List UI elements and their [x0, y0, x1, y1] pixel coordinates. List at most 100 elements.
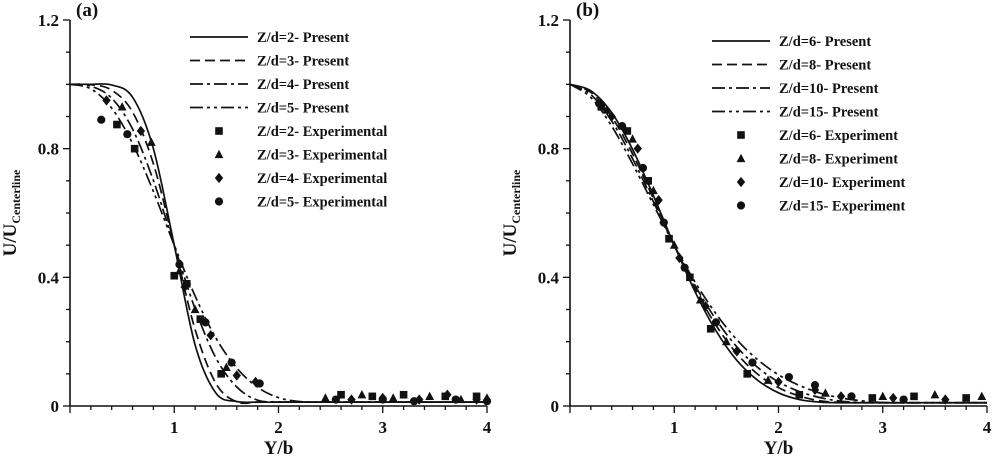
circle-marker-icon: [175, 260, 184, 269]
y-tick-label: 0: [51, 397, 60, 416]
circle-marker-icon: [595, 99, 604, 108]
legend-label: Z/d=2- Experimental: [257, 124, 387, 140]
diamond-marker-icon: [732, 346, 741, 357]
x-tick-label: 3: [879, 418, 888, 437]
square-marker-icon: [368, 392, 377, 401]
square-marker-icon: [962, 394, 970, 402]
y-axis-label: U/UCenterline: [0, 169, 23, 256]
triangle-marker-icon: [146, 137, 156, 146]
triangle-marker-icon: [628, 134, 637, 143]
x-tick-label: 3: [379, 418, 388, 437]
square-marker-icon: [182, 279, 191, 288]
circle-marker-icon: [378, 395, 387, 404]
square-marker-icon: [686, 273, 694, 282]
square-marker-icon: [399, 390, 408, 399]
legend-item: Z/d=15- Present: [712, 105, 879, 121]
legend-label: Z/d=3- Experimental: [257, 148, 387, 164]
y-tick-label: 0.4: [38, 268, 60, 287]
circle-marker-icon: [214, 197, 224, 206]
triangle-marker-icon: [321, 393, 330, 402]
square-marker-icon: [910, 392, 918, 401]
square-marker-icon: [623, 127, 632, 135]
triangle-marker-icon: [669, 240, 679, 249]
legend-item: Z/d=6- Present: [712, 34, 871, 50]
diamond-marker-icon: [347, 394, 356, 405]
panel-b: 0 0.4 0.8 1.2 1 2 3 4 Z/d=6- Present Z/d=8- Prese…: [500, 0, 1000, 458]
x-tick-label: 4: [983, 418, 992, 437]
circle-marker-icon: [97, 115, 106, 124]
legend-item: Z/d=15- Experiment: [736, 199, 905, 215]
legend-label: Z/d=2- Present: [257, 30, 349, 46]
legend-label: Z/d=5- Experimental: [257, 195, 387, 211]
square-marker-icon: [868, 394, 877, 402]
panel-b-chart: 0 0.4 0.8 1.2 1 2 3 4 Z/d=6- Present Z/d=8- Prese…: [500, 0, 992, 458]
x-axis-label: Y/b: [264, 438, 294, 458]
circle-marker-icon: [201, 318, 210, 327]
y-tick-label: 0.8: [538, 140, 559, 159]
legend-item: Z/d=3- Experimental: [214, 148, 387, 164]
triangle-marker-icon: [649, 185, 658, 195]
triangle-marker-icon: [602, 105, 611, 114]
legend-label: Z/d=3- Present: [257, 54, 349, 70]
legend: Z/d=6- Present Z/d=8- Present Z/d=10- Pres…: [712, 34, 905, 215]
legend-item: Z/d=8- Present: [712, 58, 871, 74]
triangle-marker-icon: [117, 102, 127, 111]
circle-marker-icon: [711, 318, 721, 327]
circle-marker-icon: [638, 163, 648, 173]
square-marker-icon: [113, 120, 121, 129]
triangle-marker-icon: [722, 336, 731, 346]
series-line-3: [569, 83, 987, 404]
triangle-marker-icon: [736, 153, 746, 163]
legend-label: Z/d=8- Experiment: [779, 152, 898, 168]
diamond-marker-icon: [136, 125, 146, 137]
circle-marker-icon: [680, 263, 689, 272]
legend-item: Z/d=10- Experiment: [736, 175, 905, 191]
legend-label: Z/d=15- Present: [779, 105, 879, 121]
series-scatter-6: [102, 95, 481, 405]
diamond-marker-icon: [888, 392, 898, 404]
circle-marker-icon: [227, 358, 236, 367]
legend-item: Z/d=4- Present: [190, 77, 349, 93]
circle-marker-icon: [482, 397, 492, 406]
diamond-marker-icon: [472, 394, 481, 405]
triangle-marker-icon: [695, 295, 705, 304]
legend-item: Z/d=10- Present: [712, 81, 879, 97]
diamond-marker-icon: [701, 301, 710, 312]
diamond-marker-icon: [443, 389, 452, 400]
square-marker-icon: [795, 390, 804, 399]
circle-marker-icon: [618, 122, 627, 131]
triangle-marker-icon: [190, 304, 200, 314]
tick-labels: 0 0.4 0.8 1.2 1 2 3 4: [38, 11, 492, 437]
panel-label: (b): [576, 0, 599, 21]
legend-item: Z/d=5- Experimental: [214, 195, 387, 211]
x-tick-label: 2: [774, 418, 783, 437]
diamond-marker-icon: [206, 330, 215, 341]
square-marker-icon: [196, 315, 205, 323]
triangle-marker-icon: [222, 362, 231, 372]
ticks: [63, 19, 488, 413]
legend-label: Z/d=8- Present: [779, 58, 871, 74]
diamond-marker-icon: [836, 391, 846, 402]
x-tick-label: 1: [170, 418, 179, 437]
square-marker-icon: [706, 325, 715, 333]
series-scatter-7: [97, 115, 492, 406]
circle-marker-icon: [784, 372, 794, 382]
legend-label: Z/d=4- Experimental: [257, 171, 387, 187]
triangle-marker-icon: [821, 388, 830, 397]
ticks: [563, 19, 988, 413]
circle-marker-icon: [451, 395, 460, 404]
legend-label: Z/d=6- Experiment: [779, 128, 898, 144]
triangle-marker-icon: [357, 389, 367, 399]
legend-item: Z/d=6- Experiment: [737, 128, 898, 144]
x-axis-label: Y/b: [764, 438, 794, 458]
circle-marker-icon: [331, 395, 340, 404]
legend-item: Z/d=2- Present: [190, 30, 349, 46]
diamond-marker-icon: [232, 370, 241, 381]
diamond-marker-icon: [736, 176, 746, 188]
square-marker-icon: [215, 127, 223, 135]
circle-marker-icon: [409, 397, 419, 406]
square-marker-icon: [737, 131, 745, 139]
triangle-marker-icon: [425, 391, 435, 400]
square-marker-icon: [170, 271, 179, 280]
